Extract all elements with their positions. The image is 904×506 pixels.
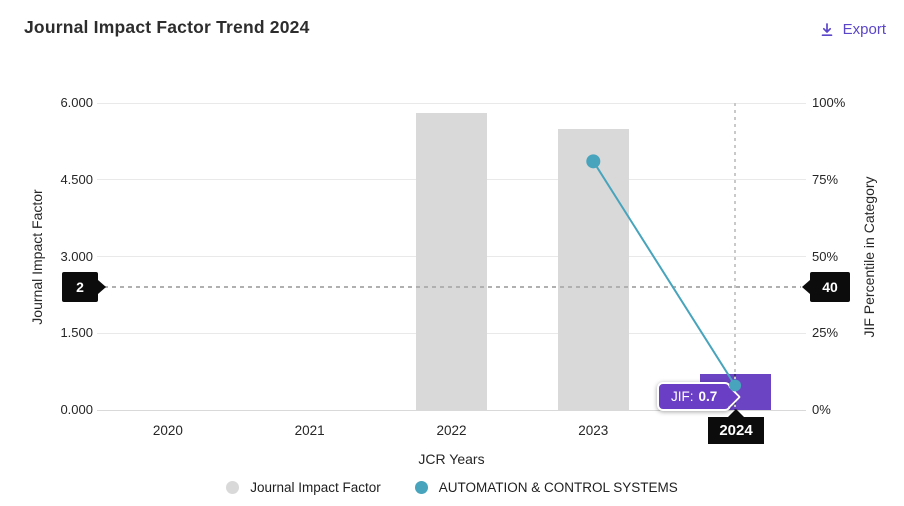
y-axis-tick-left: 6.000 [60,95,93,110]
tooltip-prefix: JIF: [671,389,694,404]
y-axis-tick-left: 3.000 [60,248,93,264]
y-axis-tick-left: 0.000 [60,402,93,417]
gridline [97,409,806,411]
legend-label: AUTOMATION & CONTROL SYSTEMS [438,480,678,495]
x-axis-label-2021: 2021 [294,423,325,438]
hover-vertical-guide [734,103,736,410]
tooltip-value: 0.7 [698,389,718,404]
jif-threshold-marker[interactable]: 2 [62,272,98,302]
page-title: Journal Impact Factor Trend 2024 [24,17,310,37]
right-axis-title: JIF Percentile in Category [861,176,877,338]
export-button[interactable]: Export [819,21,886,38]
y-axis-tick-left: 1.500 [60,325,93,341]
y-axis-tick-right: 25% [812,325,839,341]
y-axis-tick-left: 4.500 [60,171,93,187]
year-badge-label: 2024 [719,422,753,439]
x-axis-label-2020: 2020 [152,423,183,438]
y-axis-tick-right: 100% [812,95,846,110]
legend-item[interactable]: AUTOMATION & CONTROL SYSTEMS [414,480,678,495]
x-axis-label-2022: 2022 [436,423,467,438]
gridline [97,102,806,104]
legend: Journal Impact Factor AUTOMATION & CONTRO… [0,480,904,495]
threshold-dashed-line [104,286,801,288]
download-icon [821,22,832,36]
y-axis-tick-right: 0% [812,402,831,417]
legend-dot-icon [414,481,428,494]
legend-dot-icon [226,481,240,494]
left-axis-title: Journal Impact Factor [29,189,45,325]
x-axis-title: JCR Years [418,451,485,467]
x-axis-label-2023: 2023 [578,423,609,438]
bar-2023[interactable] [557,128,629,410]
bar-2022[interactable] [416,113,487,410]
percentile-threshold-value: 40 [822,279,838,295]
year-badge: 2024 [708,417,764,444]
percentile-threshold-marker[interactable]: 40 [810,272,850,302]
jif-threshold-value: 2 [76,279,84,295]
legend-item[interactable]: Journal Impact Factor [226,480,381,495]
export-label: Export [842,21,886,38]
jif-value-tooltip: JIF: 0.7 [657,382,742,411]
legend-label: Journal Impact Factor [250,480,381,495]
y-axis-tick-right: 50% [812,248,839,264]
y-axis-tick-right: 75% [812,171,839,187]
